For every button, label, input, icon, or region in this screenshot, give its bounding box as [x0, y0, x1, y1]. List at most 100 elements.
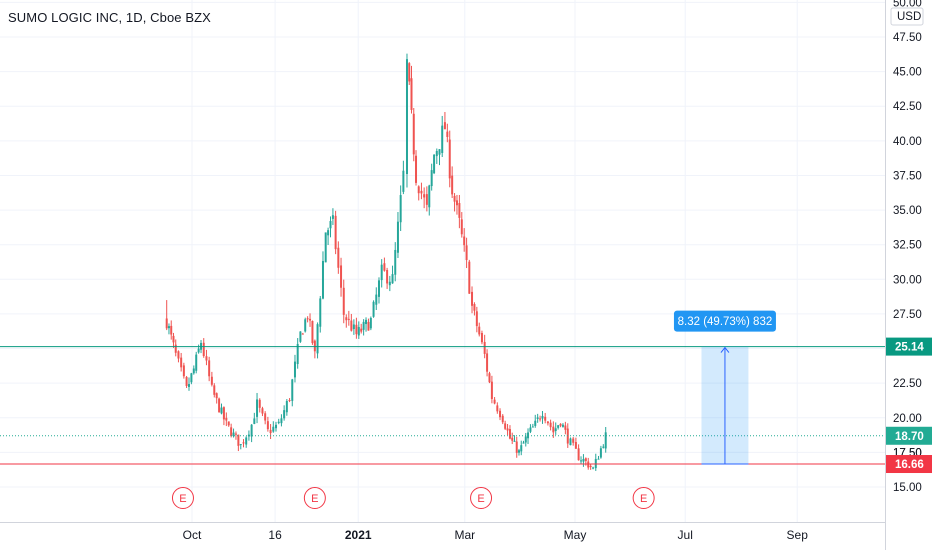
candle-up [192, 368, 195, 374]
candle-down [180, 357, 183, 368]
candle-down [483, 341, 486, 354]
price-tick-label: 40.00 [893, 136, 922, 148]
price-tick-label: 45.00 [893, 67, 922, 79]
candle-up [239, 444, 242, 446]
candle-up [329, 221, 332, 229]
earnings-marker-circle [470, 487, 493, 509]
candle-down [539, 418, 542, 420]
earnings-marker: E [303, 487, 326, 509]
candle-down [242, 442, 245, 444]
candle-up [275, 424, 278, 429]
price-tick-label: 37.50 [893, 170, 922, 182]
candle-up [220, 407, 223, 414]
candle-down [574, 442, 577, 449]
candle-up [197, 348, 200, 353]
price-tick-label: 47.50 [893, 32, 922, 44]
candle-up [377, 280, 380, 297]
candle-up [435, 150, 438, 157]
price-tick-label: 35.00 [893, 205, 922, 217]
time-tick-label: 2021 [345, 528, 372, 542]
candle-up [321, 261, 324, 299]
candle-up [256, 399, 259, 417]
candle-up [319, 298, 322, 327]
candle-up [599, 448, 602, 458]
candle-down [311, 320, 314, 344]
candle-up [433, 154, 436, 174]
candle-up [190, 373, 193, 383]
candle-down [182, 365, 185, 377]
candle-up [394, 249, 397, 275]
earnings-marker: E [171, 487, 194, 509]
candle-down [468, 261, 471, 294]
candle-down [496, 405, 499, 412]
candle-up [399, 195, 402, 223]
candle-up [245, 437, 248, 445]
time-tick-label: 16 [268, 528, 282, 542]
candle-down [488, 373, 491, 383]
earnings-marker-circle [303, 487, 326, 509]
candle-up [531, 426, 534, 428]
measure-label: 8.32 (49.73%) 832 [678, 316, 773, 328]
candle-down [501, 415, 504, 423]
candle-up [580, 460, 583, 462]
candle-up [438, 149, 441, 155]
candle-up [380, 264, 383, 281]
candle-down [475, 311, 478, 327]
candle-down [383, 263, 386, 271]
candle-down [269, 429, 272, 434]
earnings-marker-label: E [311, 493, 318, 505]
candle-up [352, 324, 355, 330]
candle-down [515, 441, 518, 453]
candle-down [234, 433, 237, 435]
last-price-tag-box [886, 426, 932, 445]
candle-down [360, 328, 363, 332]
candle-up [517, 450, 520, 453]
candle-down [549, 422, 552, 428]
price-tick-label: 15.00 [893, 482, 922, 494]
candle-down [480, 333, 483, 343]
candle-up [513, 440, 516, 442]
candle-down [355, 324, 358, 335]
candle-down [342, 287, 345, 315]
candle-down [264, 413, 267, 421]
candle-down [218, 398, 221, 413]
resistance-tag-label: 25.14 [895, 342, 924, 354]
candle-up [569, 438, 572, 446]
candle-down [345, 317, 348, 321]
candle-down [473, 304, 476, 311]
time-axis: Oct 16 2021 Mar May Jul Sep [183, 528, 809, 542]
candle-down [237, 434, 240, 446]
candle-down [306, 318, 309, 320]
candle-up [396, 221, 399, 253]
candle-down [465, 245, 468, 261]
candle-up [405, 59, 408, 175]
time-tick-label: Jul [678, 528, 693, 542]
time-tick-label: Sep [787, 528, 809, 542]
candle-down [225, 417, 228, 421]
candle-down [417, 186, 420, 194]
candle-up [604, 432, 607, 449]
candle-up [232, 432, 235, 437]
symbol-title: SUMO LOGIC INC, 1D, Cboe BZX [8, 10, 211, 25]
candle-down [213, 385, 216, 395]
candle-down [170, 325, 173, 335]
candles [165, 53, 607, 471]
candle-up [304, 319, 307, 332]
candle-down [455, 200, 458, 206]
candle-up [331, 215, 334, 219]
candle-up [277, 421, 280, 424]
candle-down [367, 321, 370, 331]
price-tick-label: 32.50 [893, 240, 922, 252]
candle-up [324, 232, 327, 263]
candle-down [288, 400, 291, 402]
candle-down [587, 461, 590, 468]
candle-up [167, 326, 170, 329]
candle-up [602, 446, 605, 448]
earnings-marker-label: E [179, 493, 186, 505]
candle-down [337, 247, 340, 268]
candle-up [430, 170, 433, 187]
candle-down [544, 416, 547, 421]
candle-up [272, 426, 275, 432]
